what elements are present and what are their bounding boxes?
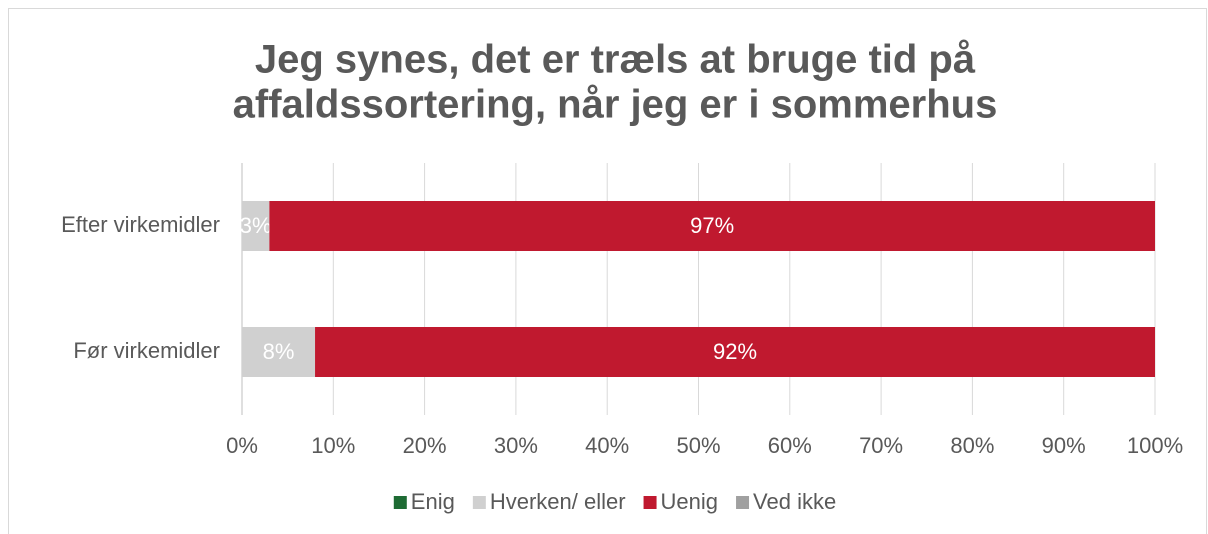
bar-segment bbox=[269, 201, 1155, 251]
x-tick-label: 40% bbox=[585, 433, 629, 458]
chart-title: affaldssortering, når jeg er i sommerhus bbox=[233, 83, 998, 127]
data-label: 92% bbox=[713, 339, 757, 364]
data-label: 8% bbox=[263, 339, 295, 364]
y-tick-label: Efter virkemidler bbox=[61, 212, 220, 237]
chart-title: Jeg synes, det er træls at bruge tid på bbox=[255, 38, 976, 82]
x-tick-label: 0% bbox=[226, 433, 258, 458]
bar-segment bbox=[242, 201, 270, 251]
x-tick-label: 20% bbox=[403, 433, 447, 458]
x-tick-label: 10% bbox=[311, 433, 355, 458]
legend-label: Enig bbox=[411, 489, 455, 514]
y-tick-label: Før virkemidler bbox=[73, 338, 220, 363]
x-tick-label: 60% bbox=[768, 433, 812, 458]
bar-segment bbox=[242, 327, 316, 377]
x-tick-label: 30% bbox=[494, 433, 538, 458]
legend-swatch bbox=[472, 496, 486, 509]
legend-label: Uenig bbox=[661, 489, 718, 514]
x-tick-label: 80% bbox=[950, 433, 994, 458]
x-tick-label: 100% bbox=[1127, 433, 1183, 458]
data-label: 97% bbox=[690, 213, 734, 238]
legend-swatch bbox=[393, 496, 407, 509]
x-tick-label: 50% bbox=[676, 433, 720, 458]
chart-border bbox=[8, 8, 1207, 534]
data-label: 3% bbox=[240, 213, 272, 238]
legend-label: Ved ikke bbox=[753, 489, 836, 514]
legend-swatch bbox=[643, 496, 657, 509]
bar-segment bbox=[315, 327, 1155, 377]
legend-swatch bbox=[736, 496, 750, 509]
x-tick-label: 70% bbox=[859, 433, 903, 458]
legend-label: Hverken/ eller bbox=[490, 489, 626, 514]
x-tick-label: 90% bbox=[1042, 433, 1086, 458]
